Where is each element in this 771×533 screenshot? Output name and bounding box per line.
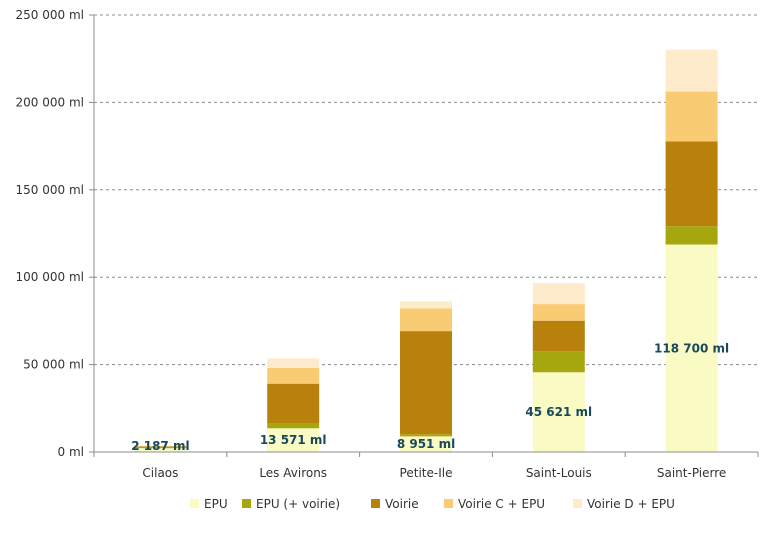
legend-label: Voirie — [385, 497, 419, 511]
data-label: 118 700 ml — [654, 341, 729, 355]
legend-swatch — [371, 499, 380, 508]
bars-layer — [134, 50, 717, 452]
bar-segment — [400, 301, 452, 308]
legend-swatch — [242, 499, 251, 508]
x-tick-label: Cilaos — [142, 466, 178, 480]
x-tick-label: Les Avirons — [259, 466, 327, 480]
bar-segment — [533, 304, 585, 321]
bar-segment — [666, 92, 718, 142]
legend-label: EPU (+ voirie) — [256, 497, 340, 511]
bar-segment — [400, 434, 452, 436]
x-axis-ticks: Cilaos Les Avirons Petite-Ile Saint-Louis Sa… — [94, 452, 758, 480]
bar-segment — [666, 141, 718, 226]
data-label: 8 951 ml — [397, 437, 455, 451]
legend-label: EPU — [204, 497, 228, 511]
bar-segment — [666, 50, 718, 92]
legend-swatch — [573, 499, 582, 508]
data-label: 45 621 ml — [525, 405, 592, 419]
bar-segment — [400, 308, 452, 331]
x-tick-label: Petite-Ile — [400, 466, 453, 480]
y-axis-ticks: 0 ml 50 000 ml 100 000 ml 150 000 ml 200 000… — [16, 8, 94, 459]
data-label: 2 187 ml — [131, 439, 189, 453]
legend-label: Voirie C + EPU — [458, 497, 545, 511]
y-tick-label: 50 000 ml — [23, 358, 84, 372]
bar-segment — [666, 226, 718, 244]
x-tick-label: Saint-Pierre — [657, 466, 726, 480]
legend-swatch — [190, 499, 199, 508]
data-label: 13 571 ml — [260, 433, 327, 447]
legend-swatch — [444, 499, 453, 508]
y-tick-label: 250 000 ml — [16, 8, 84, 22]
legend-label: Voirie D + EPU — [587, 497, 675, 511]
legend: EPU EPU (+ voirie) Voirie Voirie C + EPU Voi… — [190, 497, 675, 511]
bar-segment — [533, 351, 585, 372]
bar-segment — [267, 358, 319, 368]
y-tick-label: 100 000 ml — [16, 270, 84, 284]
bar-segment — [533, 321, 585, 352]
x-tick-label: Saint-Louis — [526, 466, 592, 480]
bar-segment — [267, 423, 319, 428]
y-tick-label: 150 000 ml — [16, 183, 84, 197]
y-tick-label: 200 000 ml — [16, 95, 84, 109]
y-tick-label: 0 ml — [58, 445, 84, 459]
bar-segment — [400, 331, 452, 434]
bar-segment — [267, 368, 319, 384]
bar-segment — [267, 384, 319, 423]
bar-segment — [533, 283, 585, 304]
